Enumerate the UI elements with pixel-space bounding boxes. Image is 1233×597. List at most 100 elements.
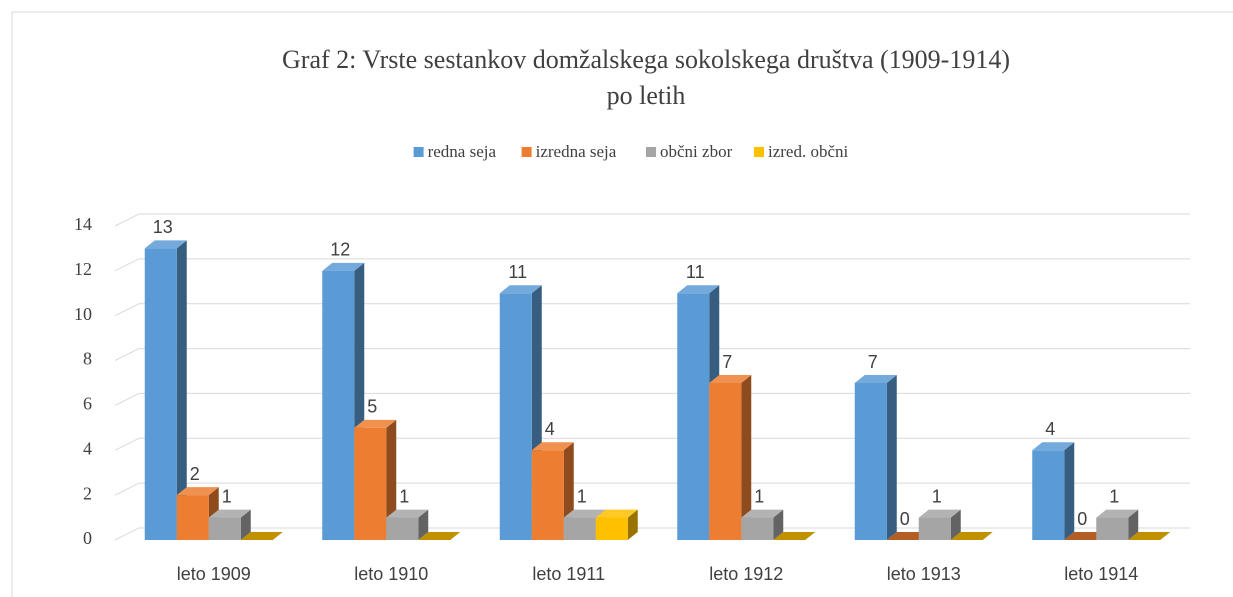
bar-face <box>886 532 929 540</box>
bar-face <box>322 262 365 271</box>
bar <box>1032 442 1075 540</box>
bar <box>386 509 429 540</box>
bar <box>1064 532 1107 540</box>
bar-face <box>176 240 187 540</box>
bar-face <box>354 419 397 428</box>
bar-face <box>418 532 461 540</box>
legend-swatch <box>646 147 656 157</box>
bar-face <box>677 285 720 294</box>
bar-face <box>854 375 897 383</box>
y-tick-label: 2 <box>83 483 92 503</box>
bar-face <box>918 509 961 518</box>
grid-line <box>114 482 1190 496</box>
legend-label: občni zbor <box>660 142 733 161</box>
legend-swatch <box>413 147 424 157</box>
bar-face <box>773 509 784 540</box>
data-label: 5 <box>367 397 377 417</box>
bar <box>176 487 219 540</box>
x-tick-label: leto 1910 <box>354 564 428 584</box>
data-label: 2 <box>190 464 200 484</box>
bar-face <box>531 450 564 540</box>
bar <box>240 532 283 540</box>
data-label: 1 <box>1109 486 1119 506</box>
data-label: 12 <box>330 240 350 260</box>
bar <box>499 285 542 540</box>
data-label: 0 <box>1077 509 1087 529</box>
bar <box>950 532 993 540</box>
bar <box>886 532 929 540</box>
y-tick-label: 8 <box>83 349 92 369</box>
grid-line <box>114 527 1190 541</box>
bar-face <box>741 375 752 540</box>
bar <box>418 532 461 540</box>
bar-face <box>950 509 961 540</box>
y-tick-label: 4 <box>83 438 92 458</box>
bar-face <box>499 293 532 540</box>
x-tick-label: leto 1909 <box>177 564 251 584</box>
bar-face <box>1032 442 1075 451</box>
bar-face <box>176 487 219 496</box>
data-label: 4 <box>1045 419 1055 439</box>
legend-swatch <box>521 147 532 157</box>
data-label: 11 <box>686 262 705 282</box>
bar-face <box>208 509 251 518</box>
bar <box>1096 509 1139 540</box>
bar-face <box>1064 442 1075 540</box>
grid-line <box>114 348 1190 362</box>
legend-label: izredna seja <box>536 142 617 161</box>
y-tick-label: 12 <box>74 259 92 279</box>
bar-face <box>918 517 951 540</box>
bar-face <box>595 517 628 540</box>
bar-face <box>886 375 897 540</box>
data-label: 13 <box>153 217 173 237</box>
bar-face <box>950 532 993 540</box>
bar <box>854 375 897 540</box>
bar-face <box>1128 532 1171 540</box>
bar-face <box>595 509 638 518</box>
bar-face <box>418 509 429 540</box>
data-label: 4 <box>545 419 555 439</box>
x-tick-label: leto 1913 <box>887 564 961 584</box>
bar <box>595 509 638 540</box>
bar-face <box>240 532 283 540</box>
bar-face <box>386 509 429 518</box>
x-tick-label: leto 1914 <box>1064 564 1138 584</box>
x-tick-label: leto 1911 <box>532 564 605 584</box>
bar-face <box>563 517 596 540</box>
bar <box>1128 532 1171 540</box>
legend-label: redna seja <box>428 142 497 161</box>
bar <box>709 375 752 540</box>
bar <box>773 532 816 540</box>
bar-face <box>1096 517 1129 540</box>
chart-title: Graf 2: Vrste sestankov domžalskega soko… <box>282 45 1010 74</box>
bar-face <box>208 517 241 540</box>
data-label: 11 <box>508 262 527 282</box>
chart-title: po letih <box>607 81 686 110</box>
data-label: 7 <box>722 352 732 372</box>
bar-face <box>773 532 816 540</box>
bar-face <box>386 517 419 540</box>
bar-face <box>627 509 638 540</box>
data-label: 1 <box>577 486 587 506</box>
bar-face <box>386 419 397 540</box>
data-label: 7 <box>868 352 878 372</box>
y-tick-label: 10 <box>74 304 92 324</box>
y-tick-label: 14 <box>74 214 92 234</box>
bar-face <box>563 509 606 518</box>
bar <box>208 509 251 540</box>
bar <box>322 262 365 540</box>
data-label: 1 <box>754 486 764 506</box>
legend-swatch <box>754 147 764 157</box>
bar-face <box>709 383 742 540</box>
bar-face <box>854 383 887 540</box>
data-label: 1 <box>399 486 409 506</box>
chart-border <box>11 11 1233 597</box>
bar-face <box>741 517 774 540</box>
y-tick-label: 0 <box>83 528 92 548</box>
bar-face <box>176 495 209 540</box>
bar-face <box>709 375 752 383</box>
grid-line <box>114 258 1190 272</box>
bar-face <box>531 442 574 451</box>
